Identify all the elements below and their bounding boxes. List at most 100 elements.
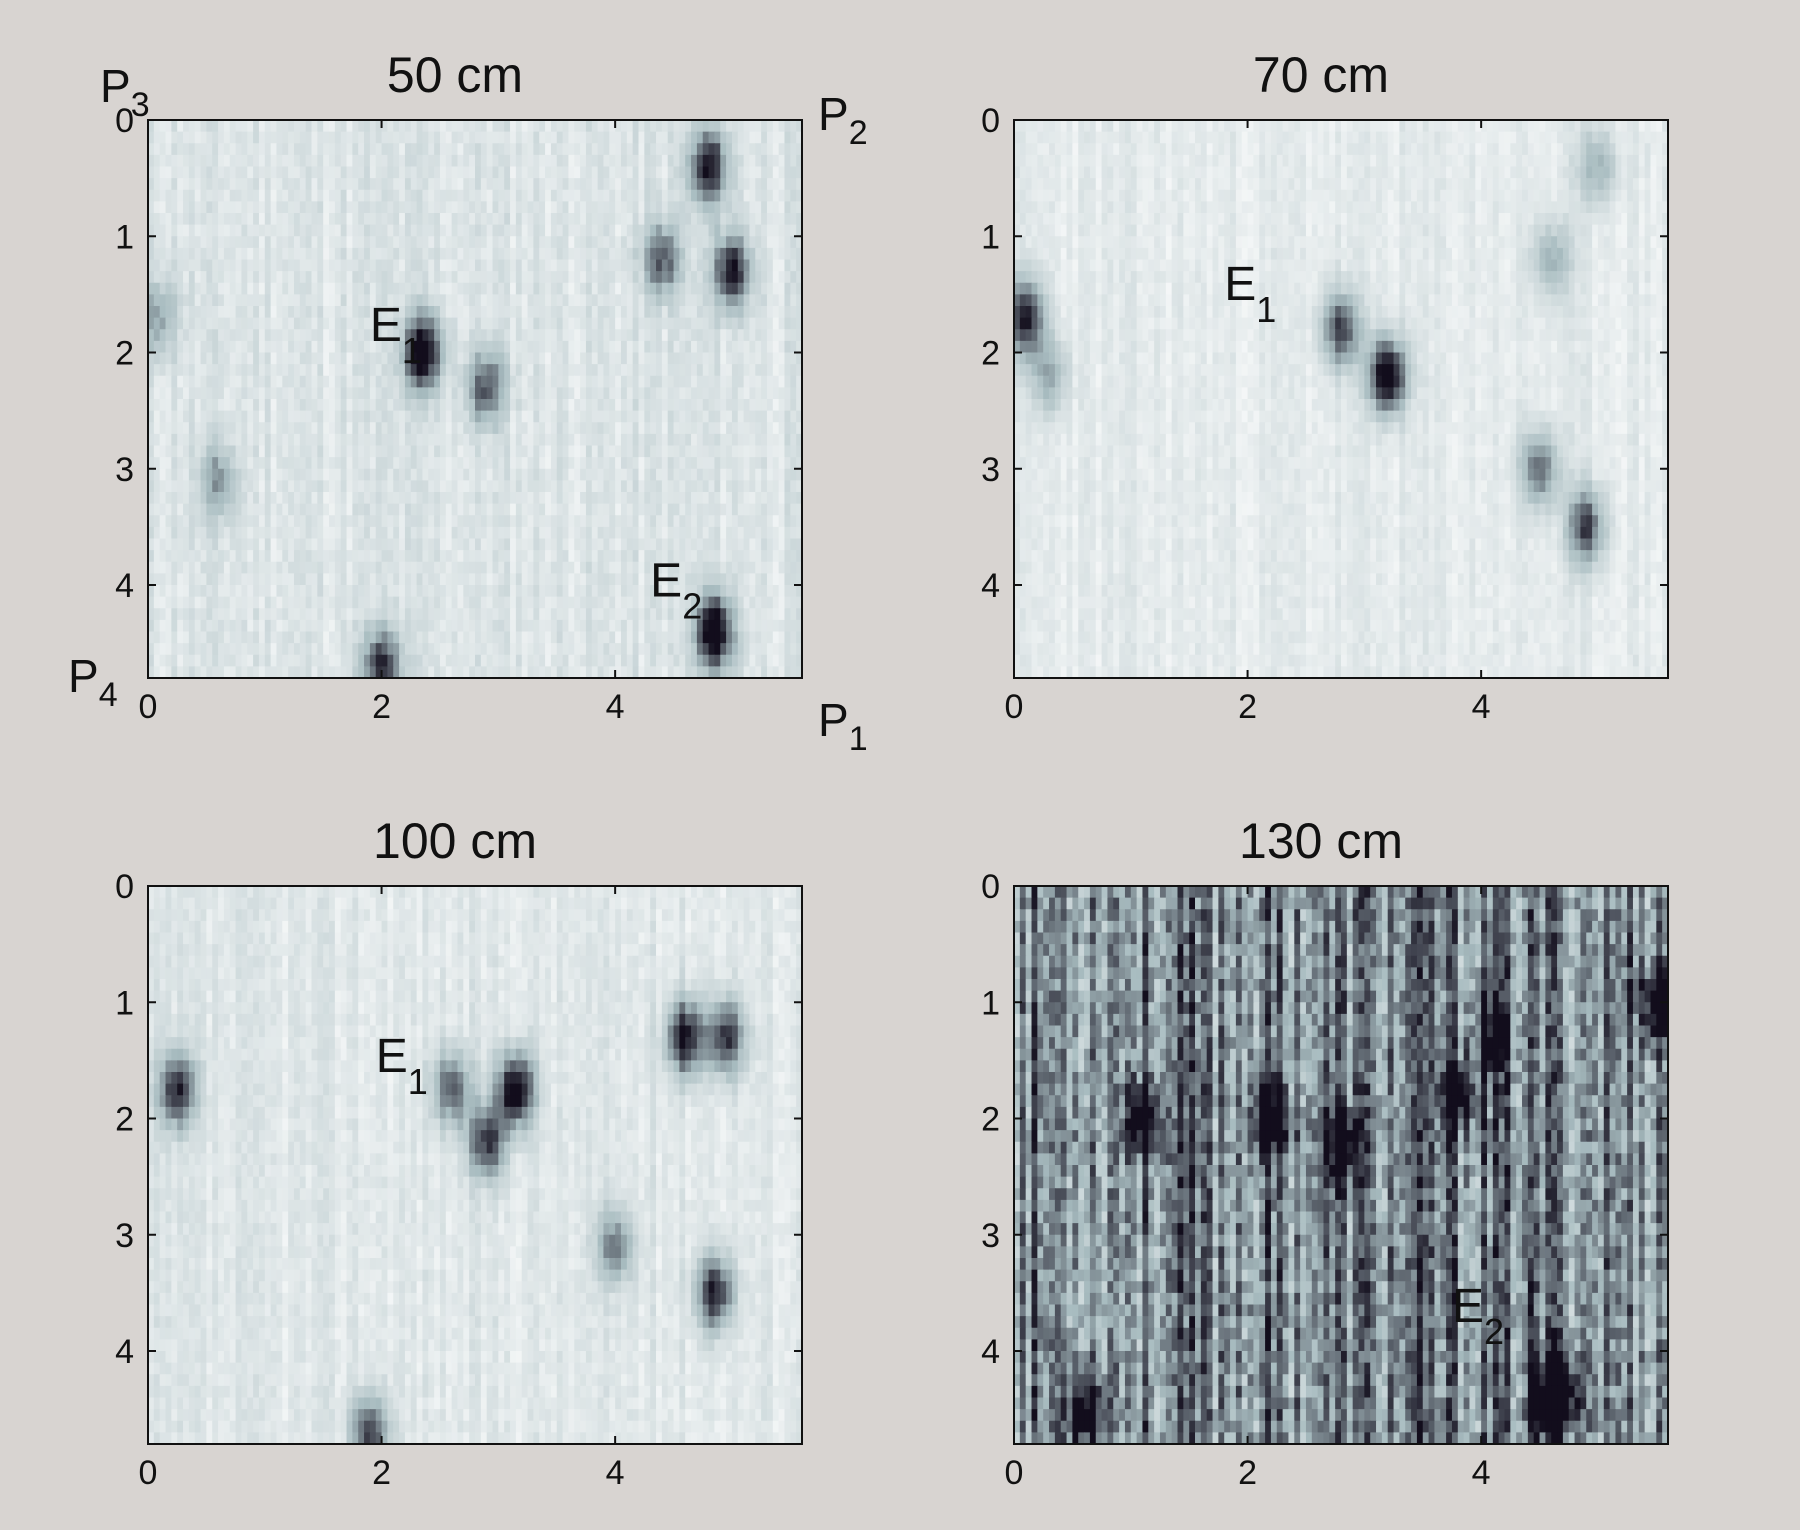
heatmap-cell [533, 573, 540, 586]
heatmap-cell [329, 224, 336, 237]
heatmap-cell [165, 317, 172, 330]
heatmap-cell [264, 306, 272, 319]
heatmap-cell [708, 585, 716, 598]
heatmap-cell [387, 352, 394, 365]
heatmap-cell [317, 468, 324, 481]
heatmap-cell [334, 189, 342, 202]
heatmap-cell [737, 433, 745, 447]
heatmap-cell [223, 433, 231, 447]
heatmap-cell [410, 550, 418, 563]
heatmap-cell [726, 294, 733, 307]
heatmap-cell [404, 445, 412, 458]
heatmap-cell [206, 619, 213, 633]
heatmap-cell [661, 422, 669, 435]
heatmap-cell [609, 213, 616, 226]
heatmap-cell [492, 143, 499, 156]
heatmap-cell [504, 259, 511, 272]
heatmap-cell [749, 236, 756, 249]
heatmap-cell [597, 503, 605, 516]
heatmap-cell [667, 131, 675, 144]
heatmap-cell [580, 213, 587, 226]
heatmap-cell [620, 433, 628, 447]
heatmap-cell [766, 468, 774, 481]
heatmap-cell [679, 259, 686, 272]
heatmap-cell [475, 201, 482, 214]
heatmap-cell [650, 445, 657, 458]
heatmap-cell [626, 480, 634, 493]
heatmap-cell [229, 154, 237, 168]
heatmap-cell [148, 189, 155, 202]
heatmap-cell [603, 573, 610, 586]
heatmap-cell [288, 224, 295, 237]
heatmap-cell [790, 154, 797, 168]
heatmap-cell [469, 317, 476, 330]
heatmap-cell [475, 457, 482, 470]
heatmap-cell [743, 352, 751, 365]
heatmap-cell [270, 585, 278, 598]
heatmap-cell [206, 189, 213, 202]
heatmap-cell [580, 550, 587, 563]
heatmap-cell [568, 608, 575, 621]
heatmap-cell [620, 399, 628, 412]
heatmap-cell [784, 364, 791, 377]
heatmap-cell [632, 201, 640, 214]
heatmap-cell [731, 294, 739, 307]
heatmap-cell [539, 433, 546, 447]
heatmap-cell [726, 445, 733, 458]
heatmap-cell [498, 538, 505, 551]
heatmap-cell [153, 619, 161, 633]
heatmap-cell [369, 480, 377, 493]
heatmap-cell [241, 154, 248, 168]
heatmap-cell [305, 561, 313, 574]
heatmap-cell [673, 364, 680, 377]
heatmap-cell [749, 166, 756, 179]
heatmap-cell [772, 480, 780, 493]
heatmap-cell [685, 608, 692, 621]
heatmap-cell [299, 515, 307, 528]
heatmap-cell [171, 515, 178, 528]
heatmap-cell [223, 178, 231, 191]
heatmap-cell [696, 247, 704, 261]
heatmap-cell [428, 306, 435, 319]
heatmap-cell [504, 480, 511, 493]
heatmap-cell [381, 166, 389, 179]
heatmap-cell [171, 445, 178, 458]
heatmap-cell [749, 247, 756, 261]
heatmap-cell [445, 236, 453, 249]
heatmap-cell [556, 224, 564, 237]
heatmap-cell [539, 306, 546, 319]
heatmap-cell [638, 131, 645, 144]
heatmap-cell [620, 317, 628, 330]
heatmap-cell [282, 619, 289, 633]
heatmap-cell [375, 573, 383, 586]
heatmap-cell [562, 422, 570, 435]
heatmap-cell [340, 585, 348, 598]
heatmap-cell [615, 526, 622, 540]
heatmap-cell [340, 213, 348, 226]
heatmap-cell [568, 585, 575, 598]
heatmap-cell [772, 120, 780, 133]
heatmap-cell [416, 410, 424, 423]
heatmap-cell [498, 515, 505, 528]
heatmap-cell [521, 247, 529, 261]
heatmap-cell [439, 515, 447, 528]
heatmap-cell [708, 306, 716, 319]
heatmap-cell [218, 189, 225, 202]
heatmap-cell [597, 619, 605, 633]
heatmap-cell [515, 457, 523, 470]
heatmap-cell [550, 340, 558, 354]
heatmap-cell [545, 189, 552, 202]
heatmap-cell [515, 143, 523, 156]
heatmap-cell [223, 457, 231, 470]
heatmap-cell [445, 410, 453, 423]
heatmap-cell [375, 399, 383, 412]
heatmap-cell [428, 375, 435, 388]
heatmap-cell [638, 468, 645, 481]
heatmap-cell [696, 538, 704, 551]
heatmap-cell [486, 178, 494, 191]
heatmap-cell [264, 143, 272, 156]
heatmap-cell [796, 375, 802, 388]
heatmap-cell [772, 538, 780, 551]
heatmap-cell [399, 294, 406, 307]
heatmap-cell [469, 573, 476, 586]
